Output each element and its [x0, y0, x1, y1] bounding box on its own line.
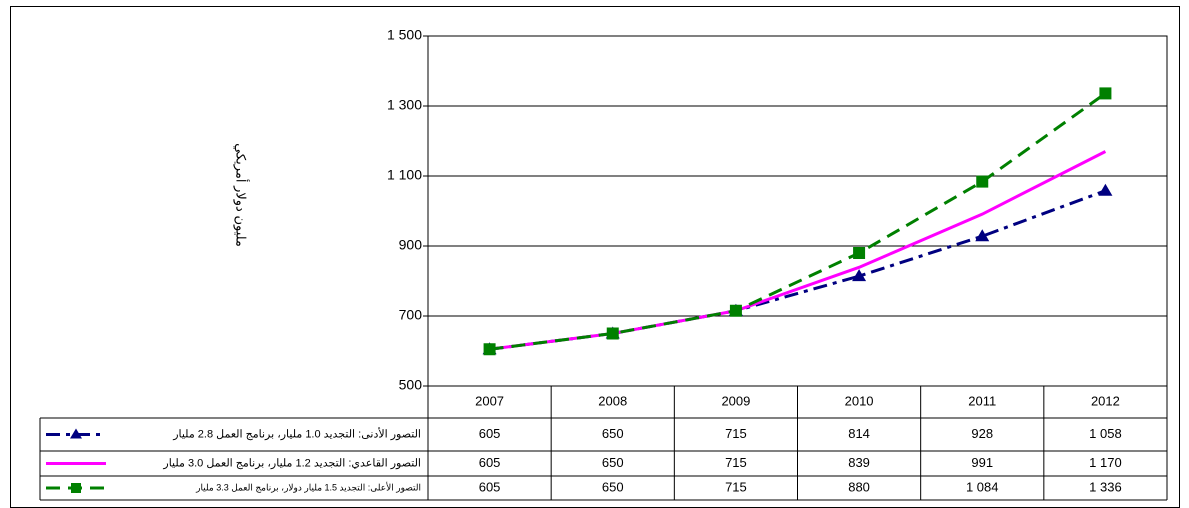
- legend-label: التصور الأدنى: التجديد 1.0 مليار، برنامج…: [172, 426, 421, 440]
- x-tick-label: 2007: [475, 393, 504, 408]
- data-label: 1 336: [1089, 479, 1122, 494]
- x-tick-label: 2008: [598, 393, 627, 408]
- marker: [606, 327, 619, 340]
- x-tick-label: 2009: [721, 393, 750, 408]
- y-tick-label: 500: [399, 377, 423, 393]
- data-label: 839: [848, 455, 870, 470]
- y-tick-label: 1 100: [387, 167, 422, 183]
- y-tick-label: 900: [399, 237, 423, 253]
- marker: [975, 229, 990, 242]
- data-label: 605: [479, 479, 501, 494]
- data-label: 650: [602, 455, 624, 470]
- y-tick-label: 700: [399, 307, 423, 323]
- legend-marker: [70, 428, 82, 439]
- data-label: 650: [602, 479, 624, 494]
- marker: [1098, 183, 1113, 196]
- data-label: 715: [725, 479, 747, 494]
- data-label: 605: [479, 455, 501, 470]
- x-tick-label: 2010: [845, 393, 874, 408]
- data-label: 1 084: [966, 479, 999, 494]
- data-label: 814: [848, 426, 870, 441]
- x-tick-label: 2011: [968, 393, 996, 408]
- data-label: 605: [479, 426, 501, 441]
- marker: [976, 175, 989, 188]
- data-label: 928: [971, 426, 993, 441]
- legend-label: التصور الأعلى: التجديد 1.5 مليار دولار، …: [195, 481, 421, 493]
- marker: [483, 343, 496, 356]
- data-label: 880: [848, 479, 870, 494]
- marker: [852, 269, 867, 282]
- marker: [729, 304, 742, 317]
- marker: [853, 247, 866, 259]
- data-label: 650: [602, 426, 624, 441]
- chart-frame: [10, 6, 1180, 508]
- series-line: [489, 150, 1107, 351]
- legend-marker: [71, 483, 81, 493]
- data-label: 1 058: [1089, 426, 1122, 441]
- data-label: 715: [725, 455, 747, 470]
- x-tick-label: 2012: [1091, 393, 1120, 408]
- y-tick-label: 1 300: [387, 97, 422, 113]
- data-label: 991: [971, 455, 993, 470]
- y-axis-label: مليون دولار أمريكي: [233, 143, 250, 247]
- legend-label: التصور القاعدي: التجديد 1.2 مليار، برنام…: [162, 457, 421, 469]
- series-line: [489, 92, 1107, 351]
- data-label: 1 170: [1089, 455, 1122, 470]
- data-label: 715: [725, 426, 747, 441]
- marker: [1099, 87, 1112, 100]
- y-tick-label: 1 500: [387, 27, 422, 43]
